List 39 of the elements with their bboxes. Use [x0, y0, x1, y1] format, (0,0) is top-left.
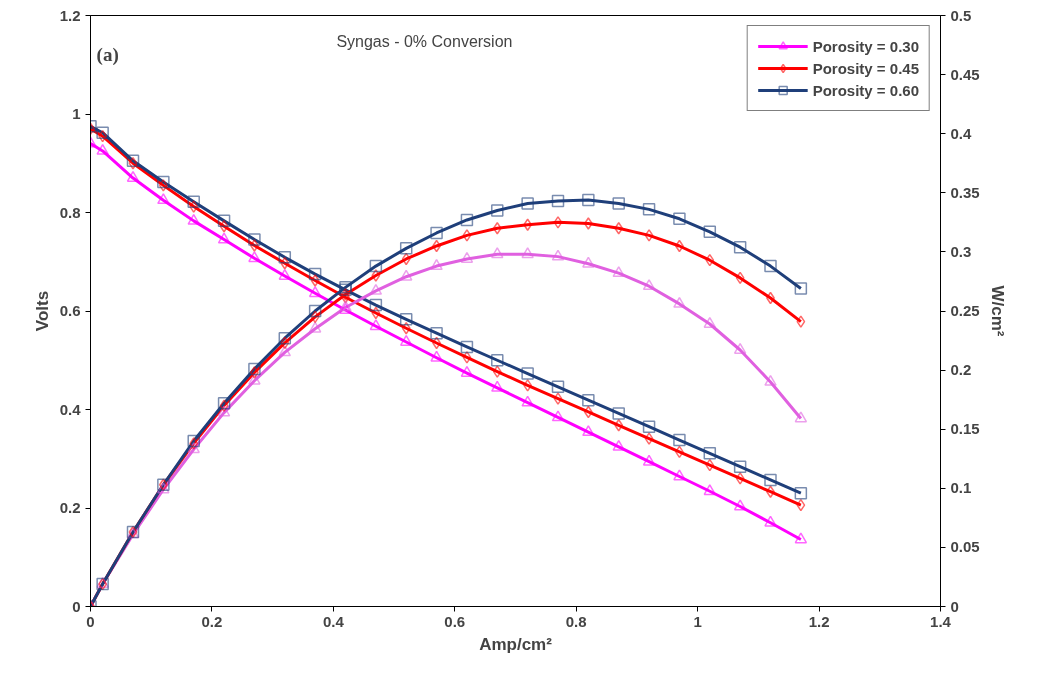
- y2-tick-label: 0.05: [950, 538, 980, 556]
- y2-axis-title: W/cm²: [987, 285, 1007, 337]
- annotation: (a): [96, 43, 119, 66]
- x-tick-label: 1.2: [808, 612, 830, 630]
- y2-tick-label: 0.1: [950, 479, 972, 497]
- y-tick-label: 0.4: [59, 400, 82, 418]
- y2-tick-label: 0: [950, 597, 959, 615]
- y2-tick-label: 0.3: [950, 242, 972, 260]
- y-tick-label: 0.2: [59, 499, 81, 516]
- point: [280, 336, 290, 350]
- y2-tick-label: 0.4: [950, 124, 973, 142]
- legend-label: Porosity = 0.45: [812, 59, 919, 77]
- x-tick-label: 0.8: [565, 612, 587, 630]
- x-tick-label: 0: [86, 612, 95, 630]
- y-tick-label: 0.6: [59, 302, 81, 319]
- point: [217, 405, 231, 417]
- y2-tick-label: 0.45: [950, 65, 980, 83]
- y-tick-label: 0.8: [59, 203, 81, 221]
- legend-label: Porosity = 0.60: [812, 81, 919, 99]
- y-tick-label: 0: [72, 597, 81, 615]
- legend-label: Porosity = 0.30: [812, 37, 919, 55]
- point: [98, 129, 108, 143]
- text: Syngas - 0% Conversion: [336, 32, 513, 50]
- x-tick-label: 0.2: [201, 612, 223, 630]
- x-axis-title: Amp/cm²: [479, 634, 553, 654]
- point: [158, 179, 168, 192]
- point: [219, 220, 229, 233]
- y2-tick-label: 0.25: [950, 302, 980, 319]
- x-tick-label: 1.4: [930, 612, 952, 630]
- x-tick-label: 1: [693, 612, 702, 630]
- y-tick-label: 1.2: [59, 6, 81, 24]
- y2-tick-label: 0.35: [950, 183, 980, 201]
- y2-tick-label: 0.15: [950, 420, 980, 438]
- x-tick-label: 0.4: [322, 612, 345, 630]
- y-axis-title: Volts: [32, 290, 52, 332]
- x-tick-label: 0.6: [444, 612, 466, 630]
- y-tick-label: 1: [72, 105, 81, 122]
- y2-tick-label: 0.5: [950, 6, 972, 24]
- y2-tick-label: 0.2: [950, 361, 972, 379]
